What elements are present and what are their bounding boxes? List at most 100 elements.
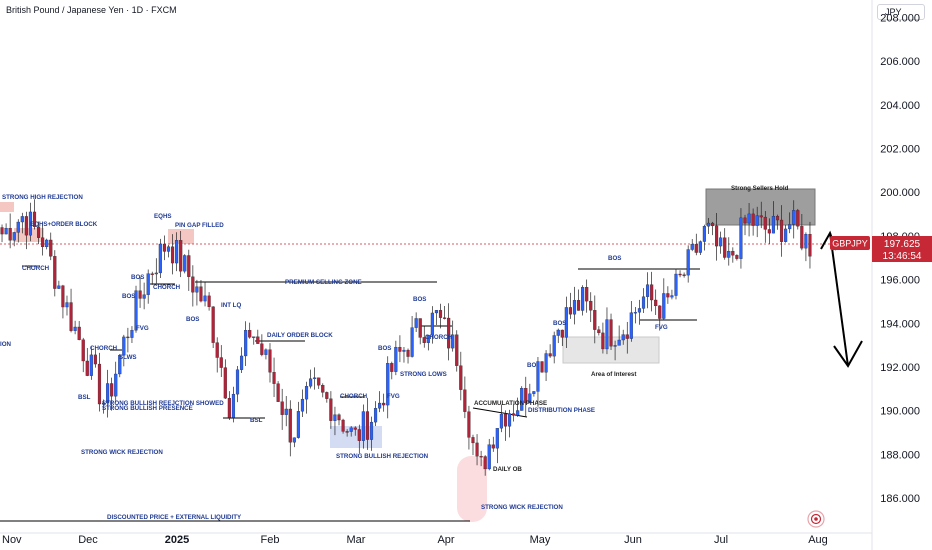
candle-body xyxy=(272,372,276,384)
candle-body xyxy=(666,293,670,298)
candle-body xyxy=(410,327,414,357)
time-tick-label: 2025 xyxy=(165,534,189,546)
projection-arrow-icon xyxy=(820,230,863,368)
candle-body xyxy=(300,398,305,412)
candle-body xyxy=(487,444,491,470)
candle-body xyxy=(349,427,353,432)
candle-body xyxy=(495,428,499,449)
annotation-label: BOS xyxy=(553,320,566,327)
candle-body xyxy=(694,244,698,253)
candle-body xyxy=(800,226,804,249)
candle-body xyxy=(552,335,556,357)
candle-body xyxy=(215,342,219,358)
annotation-label: CHORCH xyxy=(340,393,368,400)
currency-button[interactable]: JPY xyxy=(877,4,925,20)
candle-body xyxy=(97,363,102,405)
candle-body xyxy=(479,456,483,458)
candle-body xyxy=(207,295,211,307)
candle-body xyxy=(146,273,150,295)
candle-body xyxy=(751,213,755,226)
candle-body xyxy=(426,335,430,343)
candle-body xyxy=(520,388,524,411)
candle-body xyxy=(499,413,503,429)
price-tick-label: 204.000 xyxy=(880,100,920,112)
candle-body xyxy=(317,377,321,386)
candle-body xyxy=(203,295,207,302)
annotation-label: STRONG WICK REJECTION xyxy=(81,449,163,456)
candle-body xyxy=(540,361,544,373)
candle-body xyxy=(645,284,650,297)
candle-body xyxy=(57,285,61,289)
candle-body xyxy=(641,296,646,309)
candle-body xyxy=(698,241,702,253)
candle-body xyxy=(686,249,690,276)
candle-body xyxy=(792,210,796,225)
candle-body xyxy=(296,411,300,438)
candle-body xyxy=(621,334,625,341)
candle-body xyxy=(613,345,617,347)
candle-body xyxy=(784,228,788,242)
candle-body xyxy=(183,255,187,272)
annotation-label: CHORCH xyxy=(153,284,181,291)
candle-body xyxy=(438,310,443,318)
candle-body xyxy=(418,318,422,338)
annotation-label: STRONG BULLISH REEJCTION SHOWED xyxy=(102,400,224,407)
time-tick-label: Mar xyxy=(347,534,366,546)
candle-body xyxy=(710,222,715,227)
candle-body xyxy=(617,339,621,346)
annotation-label: DAILY OB xyxy=(493,466,522,473)
candle-body xyxy=(471,437,475,444)
annotations: STRONG HIGH REJECTION EQHS+ORDER BLOCK CHO… xyxy=(0,185,789,521)
candle-body xyxy=(284,408,288,415)
candle-body xyxy=(65,302,69,308)
structure-lines xyxy=(0,265,700,522)
chart-title: British Pound / Japanese Yen · 1D · FXCM xyxy=(6,5,177,15)
annotation-label: DISCOUNTED PRICE + EXTERNAL LIQUIDITY xyxy=(107,514,242,521)
annotation-label: ION xyxy=(0,341,12,348)
candle-body xyxy=(576,300,581,311)
candle-body xyxy=(739,217,743,259)
candle-body xyxy=(637,308,642,313)
annotation-label: BOS xyxy=(378,345,391,352)
candle-body xyxy=(329,398,333,421)
candle-body xyxy=(788,224,792,230)
candle-body xyxy=(369,421,374,440)
price-axis-countdown: 13:46:54 xyxy=(883,251,922,262)
candle-body xyxy=(20,216,24,223)
candle-body xyxy=(524,388,528,404)
candle-body xyxy=(678,273,682,276)
candle-body xyxy=(333,414,337,421)
candle-body xyxy=(260,343,264,355)
candle-body xyxy=(670,295,674,298)
candle-body xyxy=(256,336,260,344)
candle-body xyxy=(16,221,20,233)
candle-body xyxy=(110,383,114,397)
candle-body xyxy=(398,346,402,352)
annotation-label: BOS xyxy=(122,293,135,300)
time-axis: Nov Dec 2025 Feb Mar Apr May Jun Jul Aug xyxy=(2,534,828,546)
annotation-label: BOS xyxy=(186,316,199,323)
time-tick-label: Dec xyxy=(78,534,98,546)
candle-body xyxy=(475,442,479,457)
candle-body xyxy=(755,215,759,226)
annotation-label: CHORCH xyxy=(90,345,118,352)
candle-body xyxy=(382,402,386,406)
candle-body xyxy=(280,401,284,415)
candle-body xyxy=(154,272,158,275)
candle-body xyxy=(4,228,8,235)
candle-body xyxy=(158,243,162,274)
time-tick-label: Aug xyxy=(808,534,828,546)
candle-body xyxy=(61,285,65,308)
target-icon[interactable] xyxy=(807,510,825,528)
candle-body xyxy=(662,293,666,319)
annotation-label: STRONG BULLISH REJECTION xyxy=(336,453,429,460)
price-tick-label: 208.000 xyxy=(880,12,920,24)
price-tick-label: 206.000 xyxy=(880,56,920,68)
candle-body xyxy=(463,389,467,412)
candle-body xyxy=(763,216,767,230)
candle-body xyxy=(378,402,382,409)
candle-body xyxy=(796,210,800,227)
candle-body xyxy=(45,239,49,248)
annotation-label: BSL xyxy=(78,394,91,401)
